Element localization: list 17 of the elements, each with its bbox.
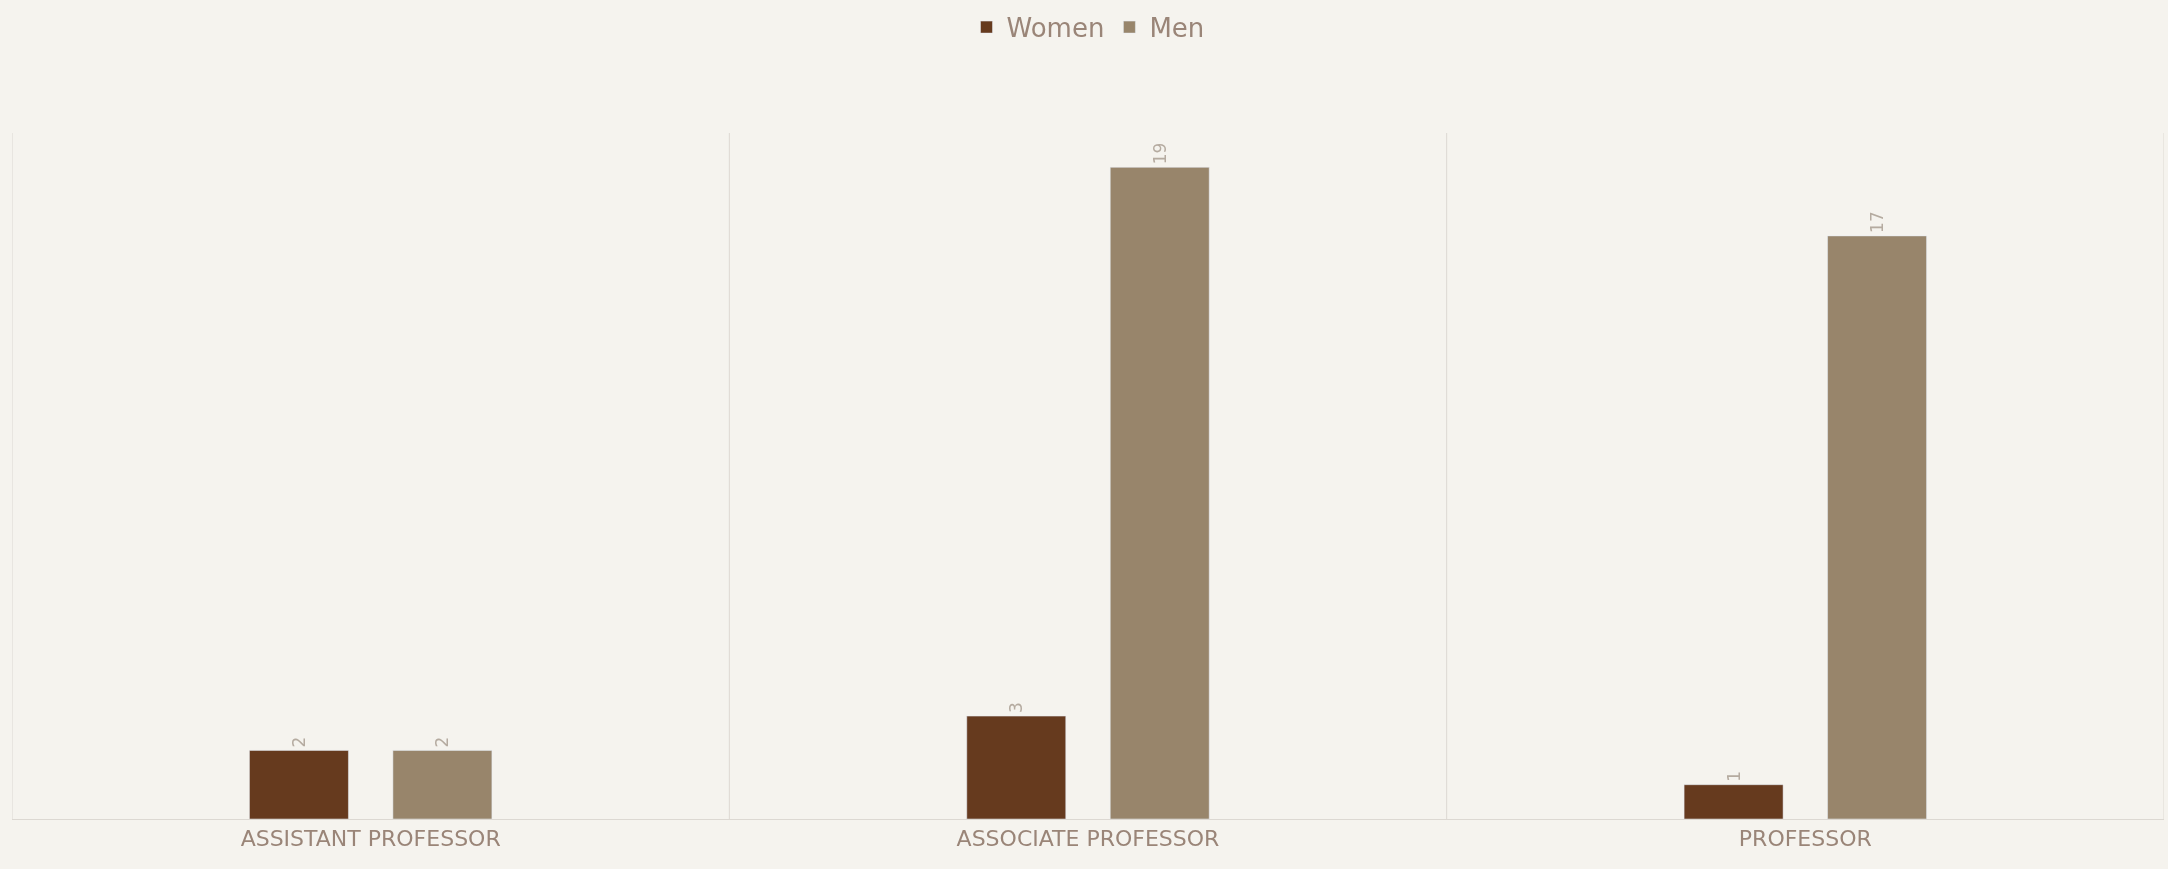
data-label: 3 [1006, 702, 1027, 714]
data-label: 2 [432, 736, 453, 748]
data-label: 1 [1723, 770, 1744, 782]
x-tick-label: ASSISTANT PROFESSOR [240, 826, 501, 852]
bar [1827, 235, 1927, 819]
x-tick-label: PROFESSOR [1738, 826, 1872, 852]
bar [966, 715, 1067, 819]
x-tick-label: ASSOCIATE PROFESSOR [956, 826, 1220, 852]
data-label: 17 [1867, 211, 1888, 233]
legend-label: Men [1149, 13, 1205, 44]
legend-label: Women [1006, 13, 1105, 44]
bar [1683, 784, 1784, 819]
bar [249, 750, 349, 819]
bar [392, 750, 493, 819]
data-label: 19 [1149, 142, 1170, 165]
bar [1109, 167, 1210, 819]
data-label: 2 [288, 736, 309, 748]
